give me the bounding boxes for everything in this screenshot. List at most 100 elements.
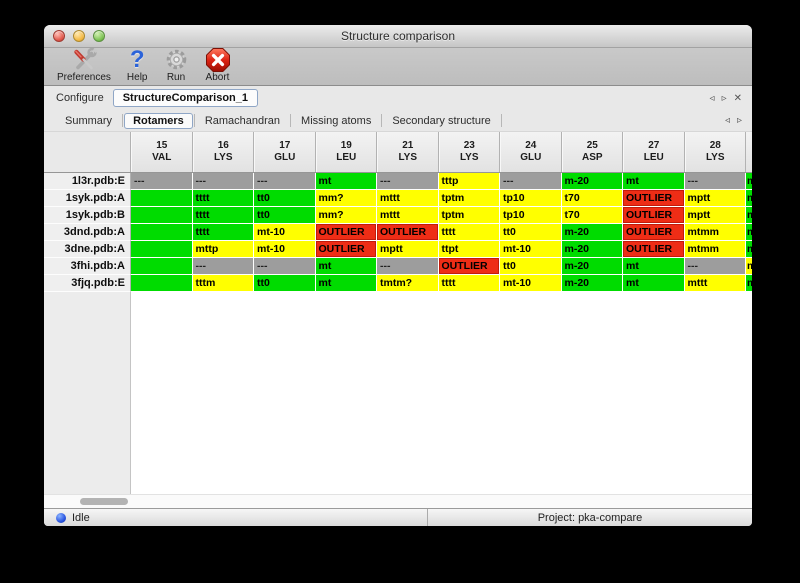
rotamer-cell[interactable]: tmtm? xyxy=(377,275,439,292)
rotamer-cell[interactable]: t xyxy=(131,241,193,258)
column-header-28[interactable]: 28 LYS xyxy=(684,132,746,172)
rotamer-cell-partial[interactable]: m xyxy=(746,207,752,224)
column-header-16[interactable]: 16 LYS xyxy=(192,132,254,172)
column-header-17[interactable]: 17 GLU xyxy=(254,132,316,172)
rotamer-cell[interactable]: --- xyxy=(377,258,439,275)
rotamer-cell[interactable]: mttp xyxy=(192,241,254,258)
rotamer-cell[interactable]: t xyxy=(131,258,193,275)
rotamer-cell[interactable]: mt-10 xyxy=(500,275,562,292)
rotamer-cell[interactable]: mptt xyxy=(377,241,439,258)
rotamer-cell-partial[interactable]: m xyxy=(746,190,752,207)
rotamer-cell[interactable]: mm? xyxy=(315,207,377,224)
rotamer-cell[interactable]: tt0 xyxy=(500,258,562,275)
rotamer-cell-partial[interactable]: m xyxy=(746,241,752,258)
rotamer-cell[interactable]: mttt xyxy=(377,207,439,224)
rotamer-cell[interactable]: t xyxy=(131,224,193,241)
rotamer-cell[interactable]: tt0 xyxy=(500,224,562,241)
title-bar[interactable]: Structure comparison xyxy=(44,25,752,48)
column-header-21[interactable]: 21 LYS xyxy=(377,132,439,172)
rotamer-cell[interactable]: --- xyxy=(684,258,746,275)
rotamer-cell[interactable]: OUTLIER xyxy=(623,207,685,224)
rotamer-cell[interactable]: OUTLIER xyxy=(623,224,685,241)
rotamer-cell[interactable]: tp10 xyxy=(500,207,562,224)
rotamer-cell[interactable]: tttt xyxy=(192,207,254,224)
rotamer-cell[interactable]: OUTLIER xyxy=(623,241,685,258)
rotamer-cell[interactable]: tt0 xyxy=(254,207,316,224)
row-label[interactable]: 1syk.pdb:B xyxy=(44,207,131,224)
rotamer-cell[interactable]: tttt xyxy=(438,224,500,241)
minimize-window-button[interactable] xyxy=(73,30,85,42)
rotamer-cell[interactable]: m-20 xyxy=(561,241,623,258)
column-header-23[interactable]: 23 LYS xyxy=(438,132,500,172)
rotamer-cell[interactable]: --- xyxy=(684,173,746,190)
rotamer-cell[interactable]: tttt xyxy=(438,275,500,292)
rotamer-cell[interactable]: mtmm xyxy=(684,224,746,241)
rotamer-cell[interactable]: tttt xyxy=(192,190,254,207)
rotamer-cell[interactable]: mt xyxy=(623,275,685,292)
prev-tab-icon[interactable]: ◃ xyxy=(724,115,730,126)
close-window-button[interactable] xyxy=(53,30,65,42)
run-button[interactable]: Run xyxy=(161,47,192,83)
rotamer-cell[interactable]: m-20 xyxy=(561,258,623,275)
rotamer-cell[interactable]: OUTLIER xyxy=(377,224,439,241)
rotamer-cell[interactable]: m-20 xyxy=(561,173,623,190)
rotamer-cell[interactable]: OUTLIER xyxy=(315,241,377,258)
next-tab-icon[interactable]: ▹ xyxy=(736,115,742,126)
rotamer-cell[interactable]: tptm xyxy=(438,190,500,207)
rotamer-cell[interactable]: mt xyxy=(623,258,685,275)
tab-missing-atoms[interactable]: Missing atoms xyxy=(301,114,372,127)
rotamer-cell[interactable]: --- xyxy=(131,173,193,190)
column-header-27[interactable]: 27 LEU xyxy=(623,132,685,172)
rotamer-cell[interactable]: mptt xyxy=(684,207,746,224)
scrollbar-thumb[interactable] xyxy=(80,498,128,505)
rotamer-cell[interactable]: mt xyxy=(315,275,377,292)
rotamer-cell[interactable]: mtmm xyxy=(684,241,746,258)
preferences-button[interactable]: Preferences xyxy=(54,47,114,83)
rotamer-cell[interactable]: tttt xyxy=(192,224,254,241)
rotamer-cell[interactable]: mt xyxy=(315,173,377,190)
row-label[interactable]: 1l3r.pdb:E xyxy=(44,173,131,190)
rotamer-cell[interactable]: --- xyxy=(254,173,316,190)
row-label[interactable]: 1syk.pdb:A xyxy=(44,190,131,207)
rotamer-cell[interactable]: --- xyxy=(500,173,562,190)
rotamer-cell[interactable]: m-20 xyxy=(561,275,623,292)
rotamer-cell-partial[interactable]: m xyxy=(746,275,752,292)
rotamer-cell[interactable]: OUTLIER xyxy=(438,258,500,275)
rotamer-cell[interactable]: OUTLIER xyxy=(315,224,377,241)
rotamer-cell[interactable]: t xyxy=(131,190,193,207)
rotamer-cell[interactable]: t70 xyxy=(561,207,623,224)
column-header-19[interactable]: 19 LEU xyxy=(315,132,377,172)
rotamer-cell[interactable]: mttt xyxy=(377,190,439,207)
zoom-window-button[interactable] xyxy=(93,30,105,42)
configure-tab[interactable]: StructureComparison_1 xyxy=(112,89,259,107)
row-label[interactable]: 3fhi.pdb:A xyxy=(44,258,131,275)
horizontal-scrollbar[interactable] xyxy=(44,494,752,508)
rotamer-cell-partial[interactable]: m xyxy=(746,173,752,190)
rotamer-cell[interactable]: mttt xyxy=(684,275,746,292)
rotamer-cell[interactable]: --- xyxy=(192,173,254,190)
tab-ramachandran[interactable]: Ramachandran xyxy=(204,114,281,127)
rotamer-cell[interactable]: tptm xyxy=(438,207,500,224)
rotamer-cell[interactable]: m-20 xyxy=(561,224,623,241)
rotamer-cell[interactable]: tttm xyxy=(192,275,254,292)
rotamer-cell[interactable]: mt-10 xyxy=(254,241,316,258)
row-label[interactable]: 3fjq.pdb:E xyxy=(44,275,131,292)
rotamer-cell[interactable]: mptt xyxy=(684,190,746,207)
rotamer-cell[interactable]: tttp xyxy=(438,173,500,190)
rotamer-cell[interactable]: t xyxy=(131,207,193,224)
rotamer-cell[interactable]: ttpt xyxy=(438,241,500,258)
rotamer-cell[interactable]: tp10 xyxy=(500,190,562,207)
row-label[interactable]: 3dne.pdb:A xyxy=(44,241,131,258)
rotamer-cell[interactable]: mt xyxy=(315,258,377,275)
tab-secondary-structure[interactable]: Secondary structure xyxy=(392,114,491,127)
rotamer-cell[interactable]: mm? xyxy=(315,190,377,207)
column-header-25[interactable]: 25 ASP xyxy=(561,132,623,172)
row-label[interactable]: 3dnd.pdb:A xyxy=(44,224,131,241)
prev-config-icon[interactable]: ◃ xyxy=(709,92,715,104)
tab-summary[interactable]: Summary xyxy=(65,114,113,127)
close-config-icon[interactable]: ✕ xyxy=(733,92,742,104)
next-config-icon[interactable]: ▹ xyxy=(721,92,727,104)
rotamer-cell[interactable]: --- xyxy=(377,173,439,190)
rotamer-cell[interactable]: t70 xyxy=(561,190,623,207)
rotamer-cell[interactable]: mt-10 xyxy=(500,241,562,258)
